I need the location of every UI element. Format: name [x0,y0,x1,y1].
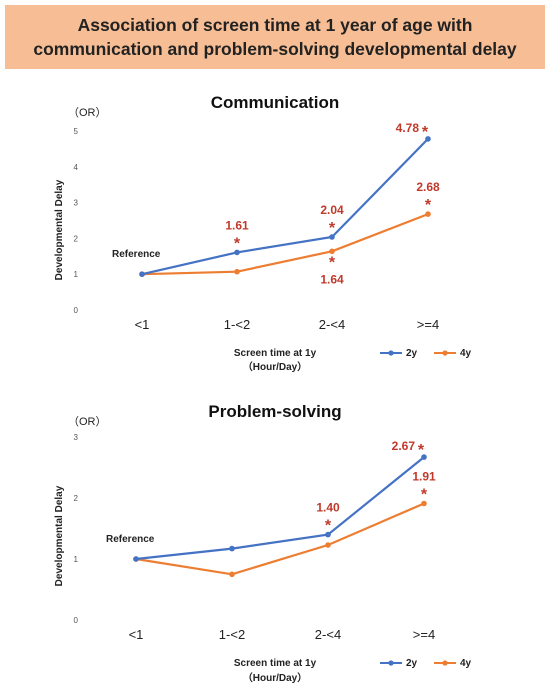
problem-solving-x-axis-unit: （Hour/Day） [243,671,307,684]
communication-reference-label: Reference [112,249,161,260]
communication-x-axis-unit: （Hour/Day） [243,360,307,373]
communication-significance-star: * [422,124,429,141]
communication-y-tick-label: 3 [74,199,79,208]
problem-solving-y-axis-label: Developmental Delay [54,485,65,586]
problem-solving-x-tick-label: <1 [129,627,144,642]
problem-solving-series-2y-point [421,454,427,460]
communication-x-tick-label: 1-<2 [224,317,250,332]
problem-solving-series-4y-point [325,542,331,548]
communication-x-tick-label: 2-<4 [319,317,345,332]
communication-legend-label-4y: 4y [460,348,472,359]
problem-solving-significance-star: * [325,518,332,535]
problem-solving-y-tick-label: 3 [74,433,79,442]
communication-data-label: 1.64 [320,272,344,286]
problem-solving-series-4y-line [135,502,425,576]
problem-solving-series-2y-point [133,556,139,562]
problem-solving-legend-marker-2y [388,660,394,666]
title-banner: Association of screen time at 1 year of … [5,5,545,69]
communication-x-tick-label: >=4 [417,317,439,332]
communication-series-4y-point [329,248,335,255]
problem-solving-reference-label: Reference [106,534,155,545]
communication-y-tick-label: 5 [74,127,79,136]
problem-solving-significance-star: * [418,442,425,459]
problem-solving-y-tick-label: 1 [74,555,79,564]
problem-solving-significance-star: * [421,486,428,503]
communication-legend-label-2y: 2y [406,348,418,359]
communication-significance-star: * [234,235,241,252]
communication-y-axis-label: Developmental Delay [54,179,65,280]
communication-series-2y-line [141,138,429,276]
communication-series-4y-point [234,268,240,275]
problem-solving-x-tick-label: 2-<4 [315,627,341,642]
communication-series-4y-point [425,211,431,217]
communication-data-label: 2.04 [320,203,344,217]
problem-solving-series-2y-line [135,456,425,561]
problem-solving-legend-label-2y: 2y [406,658,418,669]
problem-solving-series-4y-point [229,571,235,578]
communication-legend-marker-2y [388,350,394,356]
communication-x-tick-label: <1 [135,317,150,332]
communication-series-4y-line [141,213,429,276]
communication-significance-star: * [329,254,336,271]
problem-solving-x-tick-label: >=4 [413,627,435,642]
title-line-1: Association of screen time at 1 year of … [77,15,473,35]
communication-series-2y-point [139,271,145,278]
title-line-2: communication and problem-solving develo… [33,39,517,59]
problem-solving-x-axis-label: Screen time at 1y [234,658,317,669]
problem-solving-x-tick-label: 1-<2 [219,627,245,642]
problem-solving-data-label: 1.91 [412,469,436,483]
problem-solving-data-label: 1.40 [316,501,340,515]
communication-significance-star: * [329,220,336,237]
communication-or-unit: （OR） [68,106,107,119]
communication-data-label: 1.61 [225,218,249,232]
communication-series-2y-point [234,249,240,256]
problem-solving-or-unit: （OR） [68,415,107,428]
problem-solving-y-tick-label: 0 [74,616,79,625]
problem-solving-y-tick-label: 2 [74,494,79,503]
problem-solving-data-label: 2.67 [392,439,416,453]
problem-solving-series-2y-point [325,531,331,538]
communication-y-tick-label: 2 [74,234,79,243]
communication-series-2y-point [329,234,335,240]
communication-y-tick-label: 1 [74,270,79,279]
problem-solving-chart-title: Problem-solving [208,402,341,421]
communication-y-tick-label: 4 [74,163,79,172]
problem-solving-series-2y-point [229,545,235,552]
communication-legend-marker-4y [442,350,448,356]
problem-solving-series-4y-point [421,500,427,507]
communication-chart-title: Communication [211,93,339,112]
communication-significance-star: * [425,197,432,214]
communication-y-tick-label: 0 [74,306,79,315]
communication-data-label: 4.78 [396,121,420,135]
problem-solving-legend-marker-4y [442,660,448,666]
communication-x-axis-label: Screen time at 1y [234,348,317,359]
problem-solving-legend-label-4y: 4y [460,658,472,669]
communication-data-label: 2.68 [416,180,440,194]
communication-series-2y-point [425,136,431,142]
